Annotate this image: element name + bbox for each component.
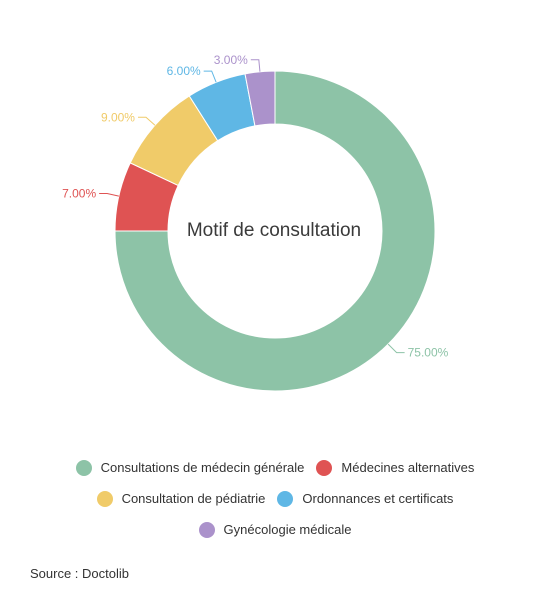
label-connector: [99, 192, 119, 197]
data-label-consultations-de-medecin-generale: 75.00%: [408, 346, 449, 360]
legend-item-medecin-generale[interactable]: Consultations de médecin générale: [75, 459, 305, 476]
label-connector: [203, 70, 217, 83]
legend-item-pediatrie[interactable]: Consultation de pédiatrie: [96, 490, 266, 507]
chart-legend: Consultations de médecin générale Médeci…: [0, 452, 550, 545]
legend-swatch: [96, 490, 113, 507]
slice-consultations-de-medecin-generale[interactable]: [114, 70, 436, 392]
legend-label: Gynécologie médicale: [223, 522, 352, 537]
legend-row: Consultations de médecin générale Médeci…: [0, 452, 550, 483]
data-label-medecines-alternatives: 7.00%: [62, 186, 96, 200]
source-note: Source : Doctolib: [30, 566, 129, 581]
label-connector: [250, 59, 261, 72]
legend-item-ordonnances[interactable]: Ordonnances et certificats: [277, 490, 454, 507]
legend-row: Consultation de pédiatrie Ordonnances et…: [0, 483, 550, 514]
donut-chart: 75.00% 7.00% 9.00% 6.00% 3.00% Motif de cons…: [62, 53, 449, 392]
legend-item-gynecologie[interactable]: Gynécologie médicale: [198, 521, 352, 538]
legend-swatch: [198, 521, 215, 538]
chart-title: Motif de consultation: [187, 220, 361, 241]
legend-swatch: [316, 459, 333, 476]
label-connector: [387, 343, 405, 354]
legend-label: Consultation de pédiatrie: [121, 491, 266, 506]
data-label-gynecologie-medicale: 3.00%: [214, 53, 248, 67]
legend-swatch: [75, 459, 92, 476]
legend-swatch: [277, 490, 294, 507]
data-label-consultation-de-pediatrie: 9.00%: [101, 110, 135, 124]
label-connector: [137, 116, 156, 126]
legend-label: Médecines alternatives: [341, 460, 475, 475]
slice-gynecologie-medicale[interactable]: [244, 70, 276, 127]
legend-item-medecines-alternatives[interactable]: Médecines alternatives: [316, 459, 475, 476]
legend-label: Ordonnances et certificats: [302, 491, 454, 506]
legend-row: Gynécologie médicale: [0, 514, 550, 545]
donut-chart-svg: 75.00% 7.00% 9.00% 6.00% 3.00% Motif de cons…: [62, 53, 449, 392]
legend-label: Consultations de médecin générale: [100, 460, 305, 475]
data-label-ordonnances-et-certificats: 6.00%: [167, 64, 201, 78]
